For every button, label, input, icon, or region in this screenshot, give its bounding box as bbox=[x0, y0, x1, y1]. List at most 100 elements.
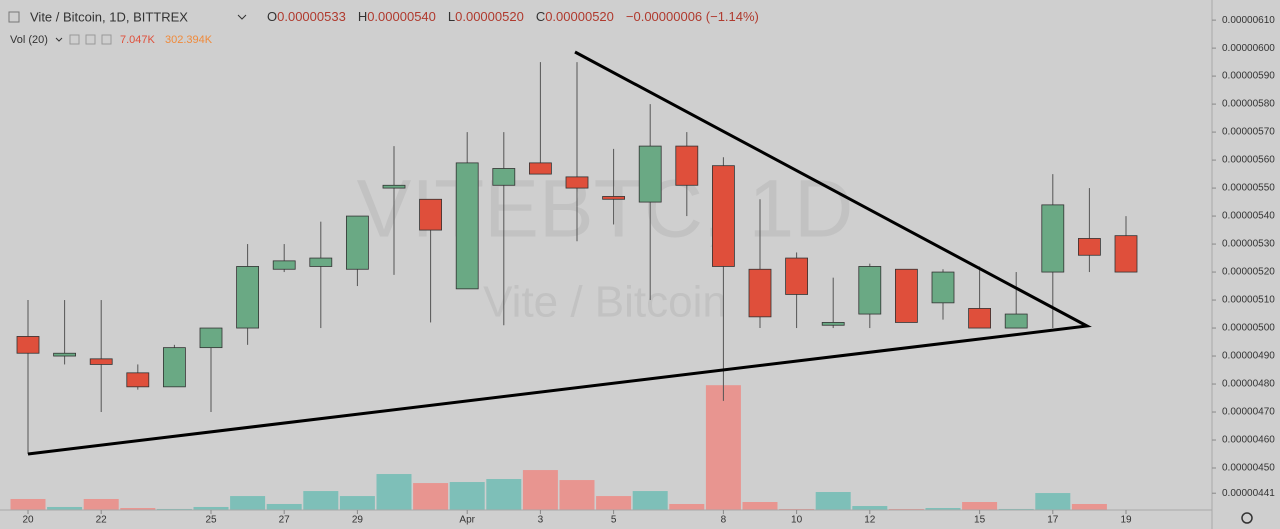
icon[interactable] bbox=[69, 34, 80, 45]
ohlc-label: L bbox=[448, 9, 455, 24]
y-tick-label: 0.00000580 bbox=[1222, 99, 1275, 110]
candle-body bbox=[602, 196, 625, 200]
plot bbox=[10, 62, 1144, 510]
candle-body bbox=[199, 327, 223, 349]
volume-bar bbox=[596, 496, 632, 510]
ohlc-value: 0.00000533 bbox=[277, 9, 346, 24]
volume-bar bbox=[962, 502, 998, 510]
x-tick-label: Apr bbox=[459, 515, 475, 526]
candle-body bbox=[821, 322, 845, 326]
volume-bar bbox=[559, 480, 595, 510]
collapse-icon[interactable] bbox=[8, 11, 20, 23]
y-tick-label: 0.00000450 bbox=[1222, 463, 1275, 474]
volume-bar bbox=[632, 491, 668, 510]
y-tick-label: 0.00000470 bbox=[1222, 407, 1275, 418]
y-tick-label: 0.00000590 bbox=[1222, 71, 1275, 82]
volume-ma: 302.394K bbox=[165, 34, 213, 46]
volume-bar bbox=[303, 491, 339, 510]
icon[interactable] bbox=[85, 34, 96, 45]
candle-body bbox=[419, 198, 443, 231]
candle-body bbox=[309, 257, 333, 267]
volume-bar bbox=[376, 474, 412, 510]
x-tick-label: 19 bbox=[1120, 515, 1132, 526]
volume-bar bbox=[742, 502, 778, 510]
x-tick-label: 29 bbox=[352, 515, 364, 526]
volume-bar bbox=[266, 503, 302, 510]
x-tick-label: 15 bbox=[974, 515, 986, 526]
symbol: Vite / Bitcoin, 1D, BITTREX bbox=[30, 9, 188, 24]
volume-bar bbox=[852, 506, 888, 510]
candle-body bbox=[345, 215, 369, 270]
candle-body bbox=[272, 260, 296, 270]
settings-icon[interactable] bbox=[1241, 512, 1253, 524]
y-tick-label: 0.00000500 bbox=[1222, 323, 1275, 334]
volume-bar bbox=[120, 508, 156, 510]
candle-body bbox=[785, 257, 808, 295]
candle-body bbox=[16, 336, 40, 354]
ohlc-label: C bbox=[536, 9, 545, 24]
candle-body bbox=[236, 266, 260, 329]
candle-body bbox=[53, 352, 76, 357]
candle-body bbox=[858, 266, 882, 315]
ohlc-label: H bbox=[358, 9, 367, 24]
volume-bar bbox=[998, 508, 1034, 510]
triangle-drawing bbox=[27, 50, 1092, 456]
y-tick-label: 0.00000520 bbox=[1222, 267, 1275, 278]
x-tick-label: 27 bbox=[279, 515, 291, 526]
candle-body bbox=[968, 308, 991, 329]
candle-body bbox=[712, 165, 735, 267]
volume-bar bbox=[1035, 493, 1071, 510]
volume-bar bbox=[339, 496, 375, 510]
candle-body bbox=[89, 358, 113, 365]
candle-body bbox=[162, 347, 186, 388]
volume-bar bbox=[449, 482, 485, 510]
y-tick-label: 0.00000540 bbox=[1222, 211, 1275, 222]
candle-body bbox=[931, 271, 955, 304]
candle-body bbox=[382, 184, 406, 189]
volume-bar bbox=[705, 385, 741, 510]
y-tick-label: 0.00000550 bbox=[1222, 183, 1275, 194]
y-tick-label: 0.00000610 bbox=[1222, 15, 1275, 26]
candle-body bbox=[675, 145, 699, 186]
y-tick-label: 0.00000530 bbox=[1222, 239, 1275, 250]
symbol-menu[interactable] bbox=[237, 14, 247, 20]
volume-bar bbox=[486, 479, 522, 510]
candle-body bbox=[895, 268, 918, 323]
volume-bar bbox=[10, 498, 46, 510]
x-tick-label: 22 bbox=[96, 515, 108, 526]
x-tick-label: 8 bbox=[721, 515, 727, 526]
candle-body bbox=[1078, 238, 1101, 256]
volume-bar bbox=[669, 503, 705, 510]
candle-body bbox=[1041, 204, 1065, 273]
ohlc-header: O0.00000533 H0.00000540 L0.00000520 C0.0000… bbox=[267, 9, 759, 24]
candle-body bbox=[126, 372, 150, 388]
y-tick-label: 0.00000490 bbox=[1222, 351, 1275, 362]
candle-body bbox=[492, 168, 516, 186]
change: −0.00000006 (−1.14%) bbox=[626, 9, 759, 24]
watermark-subtitle: Vite / Bitcoin bbox=[483, 278, 727, 327]
ohlc-value: 0.00000520 bbox=[455, 9, 524, 24]
ohlc-value: 0.00000540 bbox=[367, 9, 436, 24]
y-tick-label: 0.00000600 bbox=[1222, 43, 1275, 54]
ohlc-label: O bbox=[267, 9, 277, 24]
volume-bar bbox=[83, 498, 119, 510]
x-tick-label: 12 bbox=[864, 515, 876, 526]
x-tick-label: 25 bbox=[205, 515, 217, 526]
candle-body bbox=[638, 145, 662, 203]
volume-bar bbox=[888, 508, 924, 510]
x-tick-label: 17 bbox=[1047, 515, 1059, 526]
volume-bar bbox=[47, 506, 83, 510]
candle-body bbox=[1114, 235, 1138, 273]
volume-menu[interactable] bbox=[55, 37, 63, 42]
icon[interactable] bbox=[101, 34, 112, 45]
volume-bar bbox=[925, 508, 961, 510]
y-tick-label: 0.00000460 bbox=[1222, 435, 1275, 446]
volume-bar bbox=[815, 492, 851, 510]
x-tick-label: 3 bbox=[538, 515, 544, 526]
candle-body bbox=[529, 162, 552, 175]
y-tick-label: 0.00000510 bbox=[1222, 295, 1275, 306]
volume-bar bbox=[779, 508, 815, 510]
